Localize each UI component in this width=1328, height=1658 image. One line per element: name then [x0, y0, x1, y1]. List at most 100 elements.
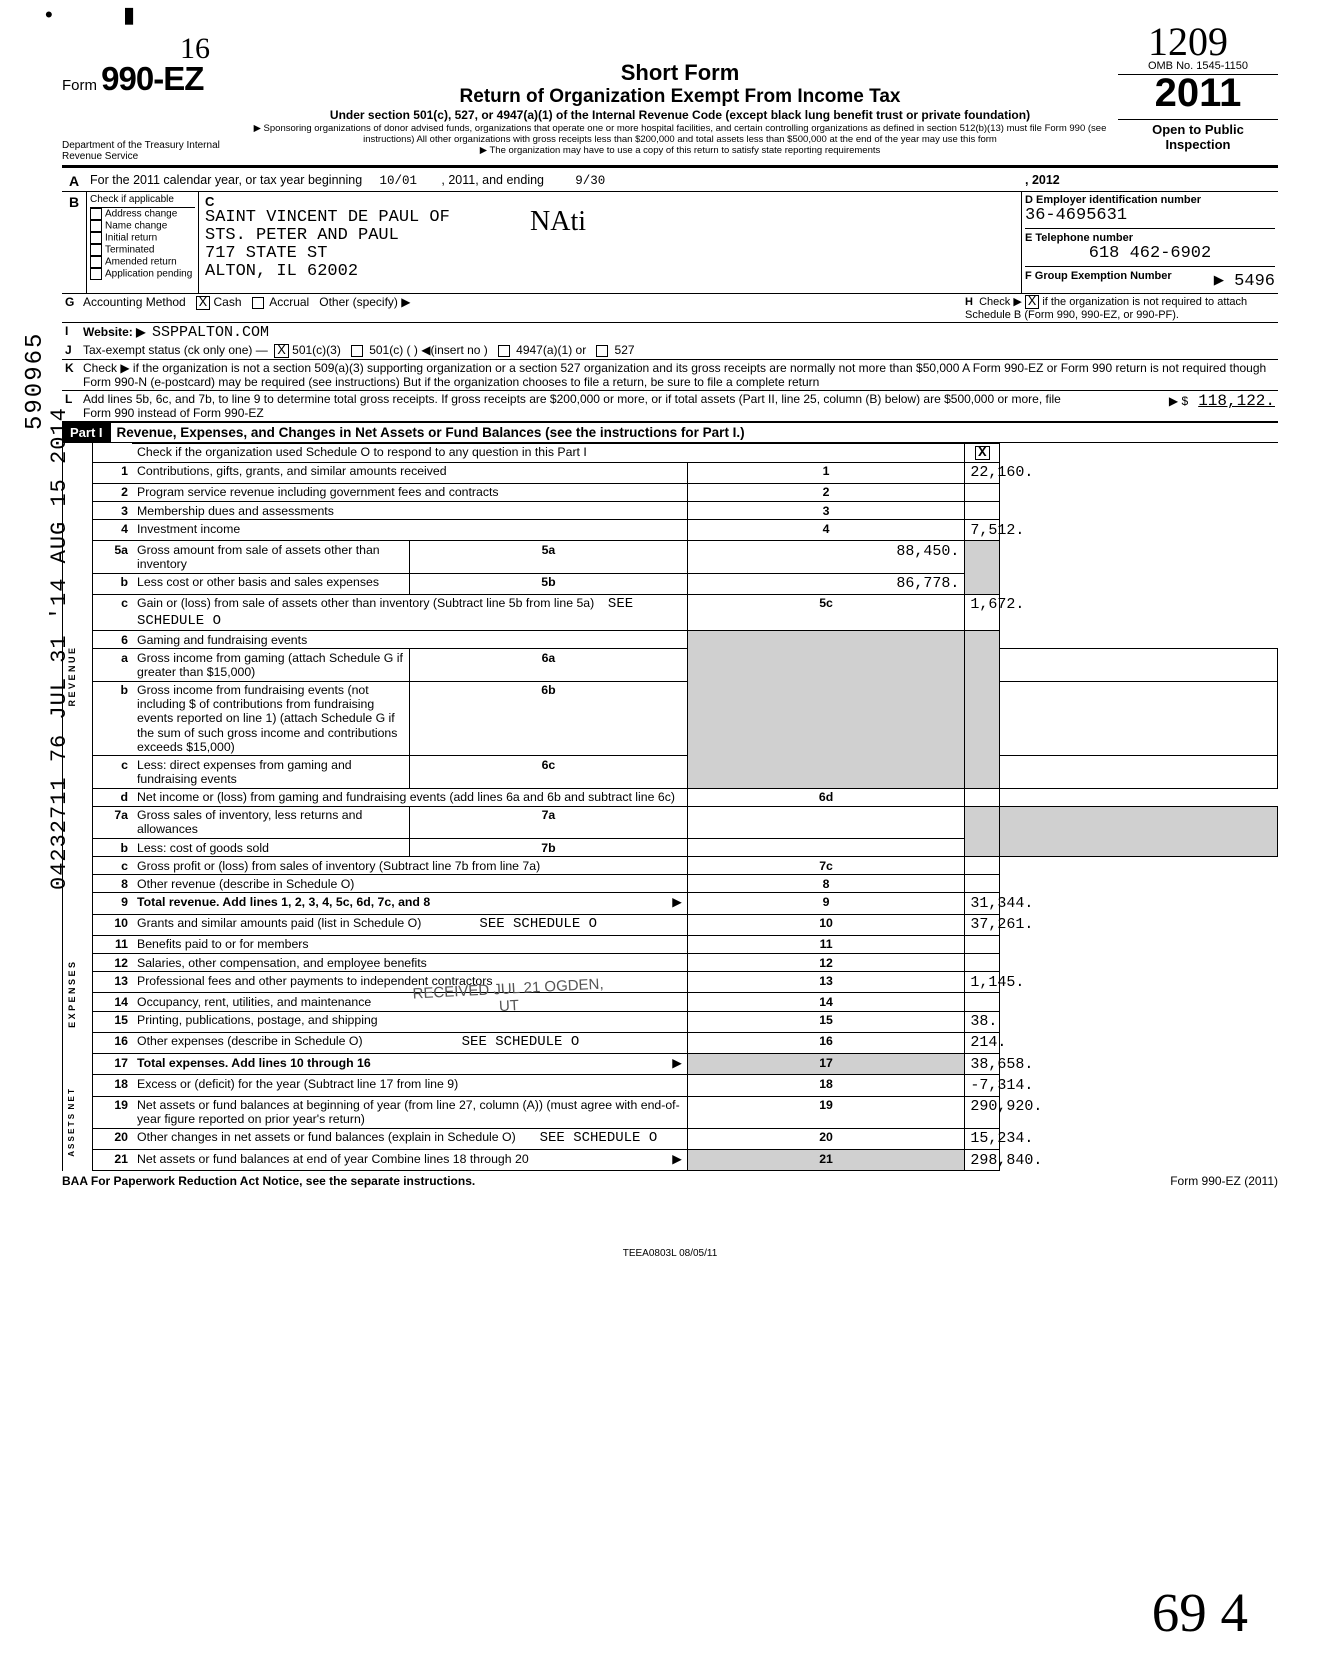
block-b-c-d-e-f: B Check if applicable Address change Nam…: [62, 192, 1278, 294]
line6d-amt: [965, 788, 1000, 806]
row-a-mid: , 2011, and ending: [441, 173, 544, 187]
line7a-amt: [687, 806, 965, 838]
line6a-text: Gross income from gaming (attach Schedul…: [137, 651, 403, 679]
received-stamp-text: RECEIVED JUL 21 OGDEN, UT: [408, 975, 612, 1075]
row-a-begin: 10/01: [380, 174, 418, 188]
form-prefix: Form: [62, 77, 97, 94]
check-if-applicable: Check if applicable: [90, 194, 195, 208]
title-short-form: Short Form: [242, 60, 1118, 86]
line3-amt: [965, 502, 1000, 520]
j-501c3-x[interactable]: X: [274, 344, 288, 358]
chk-initial-return[interactable]: [90, 232, 102, 244]
footer-mid: TEEA0803L 08/05/11: [62, 1248, 1278, 1259]
line11-amt: [965, 935, 1000, 953]
line10-text: Grants and similar amounts paid (list in…: [137, 916, 421, 930]
line10-amt: 37,261.: [965, 914, 1000, 935]
label-e: E Telephone number: [1025, 232, 1133, 244]
title-sub: Under section 501(c), 527, or 4947(a)(1)…: [242, 108, 1118, 122]
line16-amt: 214.: [965, 1032, 1000, 1053]
line21-text: Net assets or fund balances at end of ye…: [137, 1152, 529, 1166]
title-tiny1: ▶ Sponsoring organizations of donor advi…: [242, 123, 1118, 145]
line4-text: Investment income: [132, 520, 687, 541]
label-f: F Group Exemption Number: [1025, 270, 1172, 282]
line9-arrow: ▶: [672, 895, 681, 909]
line7a-text: Gross sales of inventory, less returns a…: [137, 808, 362, 836]
line19-amt: 290,920.: [965, 1096, 1000, 1128]
line7c-text: Gross profit or (loss) from sales of inv…: [132, 857, 687, 875]
line3-text: Membership dues and assessments: [132, 502, 687, 520]
line18-amt: -7,314.: [965, 1075, 1000, 1096]
handwritten-bottom: 69 4: [1152, 1581, 1248, 1644]
line9-amt: 31,344.: [965, 893, 1000, 914]
line20-text: Other changes in net assets or fund bala…: [137, 1130, 516, 1144]
line10-sched: SEE SCHEDULE O: [479, 916, 597, 932]
line6-text: Gaming and fundraising events: [132, 631, 687, 649]
i-website-label: Website: ▶: [83, 325, 145, 339]
line11-text: Benefits paid to or for members: [132, 935, 687, 953]
chk-address-change[interactable]: [90, 208, 102, 220]
row-a: A For the 2011 calendar year, or tax yea…: [62, 171, 1278, 192]
handwritten-16: 16: [180, 32, 210, 66]
lbl-name-change: Name change: [105, 221, 167, 232]
g-cash-x[interactable]: X: [196, 296, 210, 310]
g-text: Accounting Method: [83, 295, 186, 309]
dept-line: Department of the Treasury Internal Reve…: [62, 140, 242, 162]
form-header: Form 990-EZ Department of the Treasury I…: [62, 60, 1278, 162]
h-x[interactable]: X: [1025, 295, 1039, 309]
g-accrual-chk[interactable]: [252, 297, 264, 309]
part1-schedule-o-x[interactable]: X: [975, 446, 989, 460]
line8-amt: [965, 875, 1000, 893]
j-527-chk[interactable]: [596, 345, 608, 357]
line4-amt: 7,512.: [965, 520, 1000, 541]
chk-terminated[interactable]: [90, 244, 102, 256]
footer-left: BAA For Paperwork Reduction Act Notice, …: [62, 1174, 1170, 1188]
line5c-text: Gain or (loss) from sale of assets other…: [137, 596, 594, 610]
label-a: A: [62, 171, 86, 191]
line2-amt: [965, 483, 1000, 501]
part-1-table: Check if the organization used Schedule …: [62, 443, 1278, 1171]
label-h: H: [965, 296, 973, 308]
group-exemption: ▶ 5496: [1214, 270, 1275, 291]
line1-amt: 22,160.: [965, 462, 1000, 483]
line6c-amt: [1000, 756, 1278, 788]
chk-name-change[interactable]: [90, 220, 102, 232]
handwritten-nati: NAti: [530, 206, 586, 238]
chk-pending[interactable]: [90, 268, 102, 280]
line5a-amt: 88,450.: [687, 541, 965, 573]
line6c-text: Less: direct expenses from gaming and fu…: [137, 758, 352, 786]
line6d-text: Net income or (loss) from gaming and fun…: [132, 788, 687, 806]
label-j: J: [65, 343, 83, 358]
line17-arrow: ▶: [672, 1056, 681, 1070]
k-text: Check ▶ if the organization is not a sec…: [83, 361, 1275, 389]
line7b-amt: [687, 839, 965, 857]
line7c-amt: [965, 857, 1000, 875]
received-stamp: RECEIVED JUL 21 OGDEN, UT: [408, 974, 632, 1075]
label-c: C: [205, 194, 214, 209]
j-4947-chk[interactable]: [498, 345, 510, 357]
title-tiny2: ▶ The organization may have to use a cop…: [242, 145, 1118, 156]
page-footer: BAA For Paperwork Reduction Act Notice, …: [62, 1174, 1278, 1188]
line20-sched: SEE SCHEDULE O: [540, 1130, 658, 1146]
org-addr: 717 STATE ST: [205, 244, 327, 263]
l-arrow: ▶ $: [1169, 394, 1188, 408]
row-a-text1: For the 2011 calendar year, or tax year …: [90, 173, 362, 187]
footer-right: Form 990-EZ (2011): [1170, 1174, 1278, 1188]
lbl-pending: Application pending: [105, 269, 192, 280]
tax-year: 2011: [1118, 73, 1278, 113]
j-501c-chk[interactable]: [351, 345, 363, 357]
j-text: Tax-exempt status (ck only one) —: [83, 343, 268, 357]
part-1-title: Revenue, Expenses, and Changes in Net As…: [111, 423, 751, 442]
l-gross-receipts: 118,122.: [1198, 392, 1275, 410]
part1-check-text: Check if the organization used Schedule …: [137, 445, 587, 459]
side-stamp-1: 590965: [22, 332, 49, 430]
j-501c: 501(c) ( ) ◀(insert no ): [369, 343, 488, 357]
line5c-amt: 1,672.: [965, 594, 1000, 630]
phone: 618 462-6902: [1025, 244, 1275, 263]
website: SSPPALTON.COM: [152, 324, 269, 341]
line15-amt: 38.: [965, 1011, 1000, 1032]
line12-text: Salaries, other compensation, and employ…: [132, 954, 687, 972]
j-501c3: 501(c)(3): [292, 343, 341, 357]
chk-amended[interactable]: [90, 256, 102, 268]
g-cash-label: Cash: [214, 295, 242, 309]
line13-amt: 1,145.: [965, 972, 1000, 993]
